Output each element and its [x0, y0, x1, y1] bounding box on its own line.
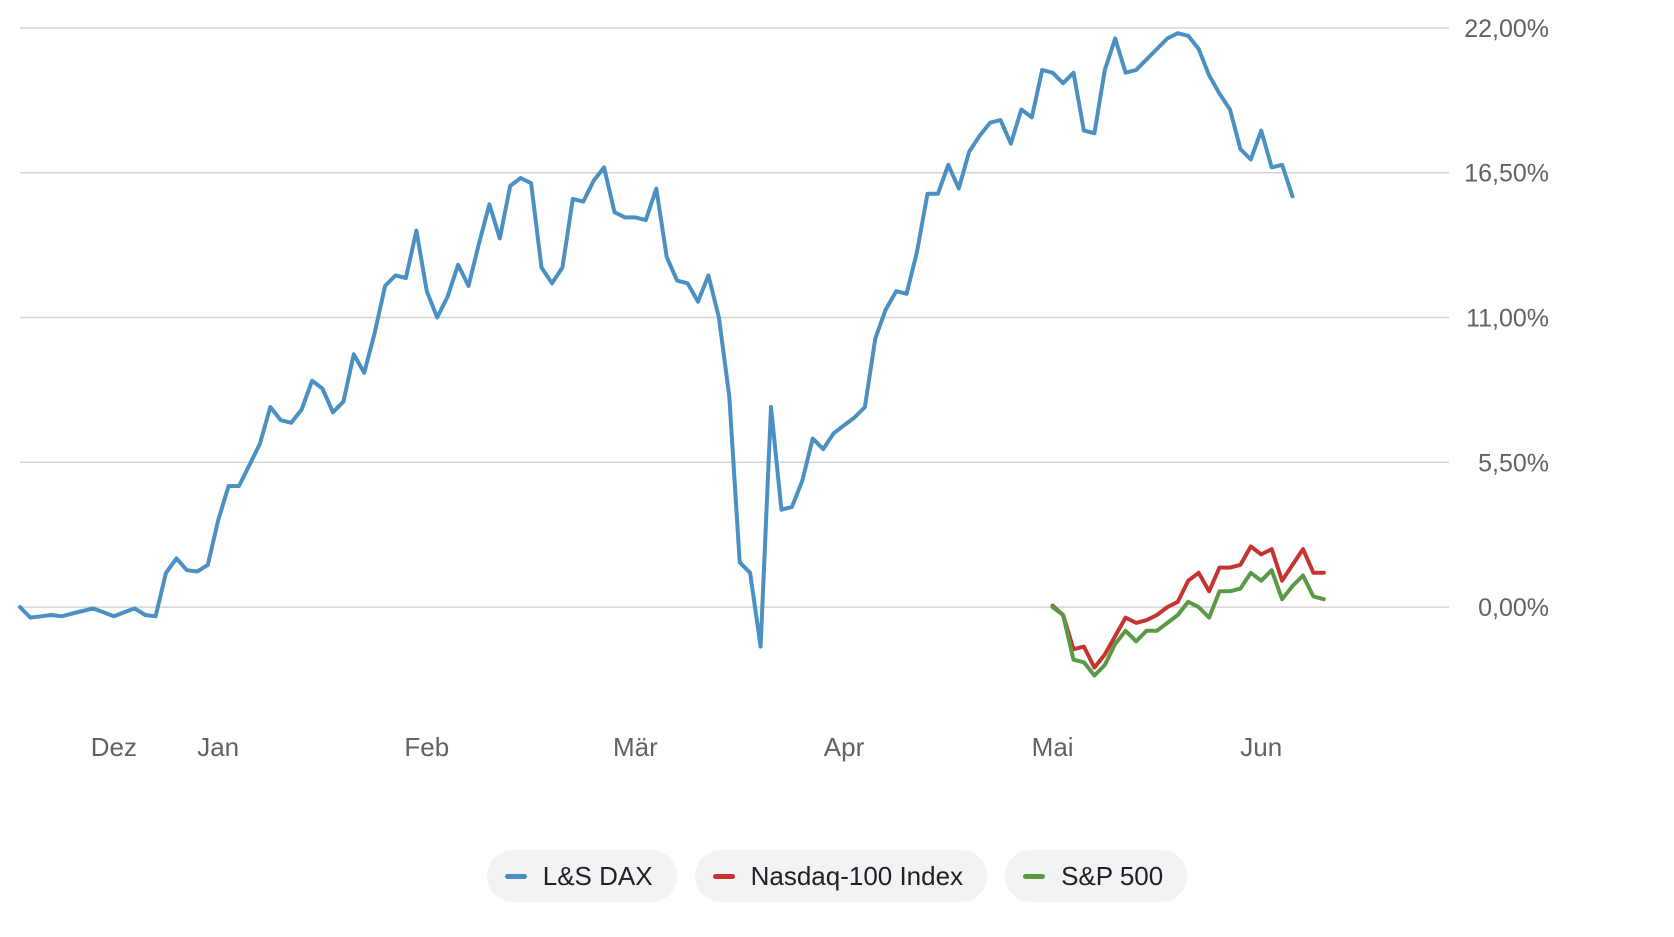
series-lines [18, 31, 1326, 678]
x-tick-label: Mai [1032, 732, 1074, 762]
x-axis-ticks: Dez Jan Feb Mär Apr Mai Jun [91, 732, 1282, 762]
x-tick-label: Apr [824, 732, 865, 762]
legend-item-ls-dax[interactable]: L&S DAX [486, 850, 677, 902]
line-chart: 22,00% 16,50% 11,00% 5,50% 0,00% Dez Jan Feb Mä… [18, 15, 1549, 762]
legend-label: L&S DAX [542, 860, 653, 891]
series-line-1 [1050, 544, 1326, 670]
legend-item-sp-500[interactable]: S&P 500 [1005, 850, 1188, 902]
legend-label: Nasdaq-100 Index [750, 860, 964, 891]
legend-label: S&P 500 [1061, 860, 1164, 891]
x-tick-label: Dez [91, 732, 137, 762]
y-tick-label: 11,00% [1466, 304, 1549, 332]
legend: L&S DAX Nasdaq-100 Index S&P 500 [0, 850, 1674, 902]
x-tick-label: Mär [613, 732, 658, 762]
x-tick-label: Jan [197, 732, 239, 762]
y-tick-label: 22,00% [1464, 15, 1549, 43]
legend-swatch-sp-500 [1023, 873, 1046, 879]
x-tick-label: Jun [1240, 732, 1282, 762]
y-axis-ticks: 22,00% 16,50% 11,00% 5,50% 0,00% [1464, 15, 1549, 622]
gridlines [20, 27, 1449, 608]
chart-area: 22,00% 16,50% 11,00% 5,50% 0,00% Dez Jan Feb Mä… [18, 15, 1549, 762]
series-line-0 [18, 31, 1295, 649]
legend-item-nasdaq-100[interactable]: Nasdaq-100 Index [694, 850, 988, 902]
x-tick-label: Feb [404, 732, 449, 762]
y-tick-label: 16,50% [1464, 160, 1549, 188]
series-line-2 [1050, 568, 1326, 678]
y-tick-label: 5,50% [1478, 449, 1549, 477]
legend-swatch-ls-dax [504, 873, 527, 879]
legend-swatch-nasdaq-100 [712, 873, 735, 879]
y-tick-label: 0,00% [1478, 594, 1549, 622]
